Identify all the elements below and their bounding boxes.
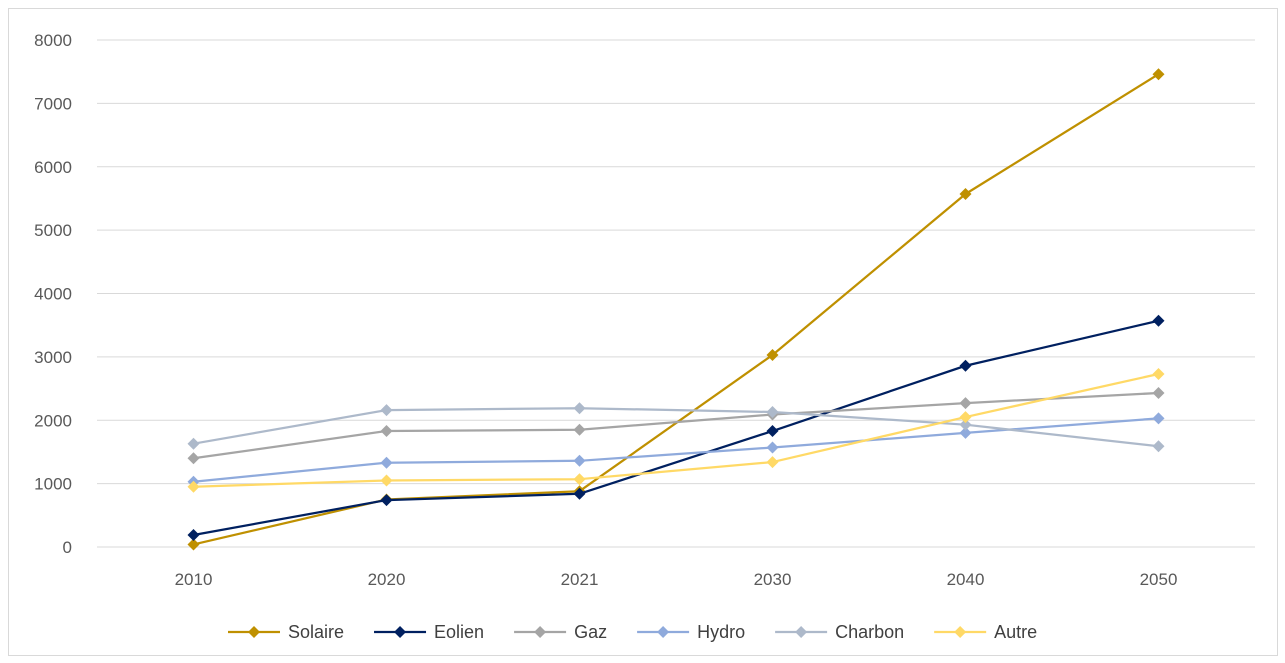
- data-point-autre: [187, 480, 200, 493]
- legend-label: Charbon: [835, 622, 904, 642]
- legend-item-gaz: Gaz: [514, 622, 607, 642]
- legend-marker: [248, 626, 260, 638]
- legend-marker: [795, 626, 808, 638]
- y-tick-label: 3000: [34, 348, 72, 367]
- data-point-hydro: [573, 454, 586, 467]
- data-point-gaz: [959, 397, 972, 410]
- series-line-hydro: [193, 417, 1159, 483]
- y-tick-label: 7000: [34, 94, 72, 113]
- legend-label: Autre: [994, 622, 1037, 642]
- x-axis: 2010 2020 2021 2030 2040 2050: [175, 570, 1178, 589]
- data-point-eolien: [766, 425, 779, 438]
- legend: Solaire Eolien Gaz Hydro Charbon Autre: [228, 622, 1037, 642]
- series-gaz: [187, 386, 1165, 465]
- y-tick-label: 6000: [34, 158, 72, 177]
- legend-marker: [657, 626, 670, 638]
- series-line-charbon: [193, 407, 1159, 448]
- legend-item-charbon: Charbon: [775, 622, 904, 642]
- x-tick-label: 2021: [561, 570, 599, 589]
- y-tick-label: 1000: [34, 475, 72, 494]
- data-point-solaire: [187, 538, 200, 551]
- data-point-eolien: [1152, 314, 1165, 327]
- legend-label: Solaire: [288, 622, 344, 642]
- x-tick-label: 2040: [947, 570, 985, 589]
- y-tick-label: 2000: [34, 411, 72, 430]
- chart-frame: [8, 8, 1278, 656]
- legend-item-hydro: Hydro: [637, 622, 745, 642]
- series-eolien: [187, 314, 1165, 541]
- data-point-autre: [766, 456, 779, 469]
- y-axis: 0 1000 2000 3000 4000 5000 6000 7000 8000: [34, 31, 72, 557]
- legend-item-solaire: Solaire: [228, 622, 344, 642]
- legend-item-autre: Autre: [934, 622, 1037, 642]
- data-point-charbon: [959, 418, 972, 431]
- data-point-solaire: [1152, 68, 1165, 81]
- legend-item-eolien: Eolien: [374, 622, 484, 642]
- data-point-charbon: [766, 406, 779, 419]
- series-line-solaire: [193, 73, 1160, 546]
- x-tick-label: 2020: [368, 570, 406, 589]
- legend-marker: [394, 626, 407, 638]
- data-point-eolien: [573, 487, 586, 500]
- x-tick-label: 2050: [1140, 570, 1178, 589]
- data-point-autre: [1152, 367, 1165, 380]
- data-point-hydro: [380, 456, 393, 469]
- legend-marker: [954, 626, 967, 638]
- data-point-charbon: [573, 402, 586, 415]
- series-line-autre: [193, 372, 1159, 488]
- data-point-gaz: [573, 423, 586, 436]
- x-tick-label: 2030: [754, 570, 792, 589]
- data-point-charbon: [380, 404, 393, 417]
- data-point-solaire: [766, 348, 779, 361]
- legend-marker: [534, 626, 547, 638]
- data-point-autre: [959, 411, 972, 424]
- series-group: [187, 68, 1165, 551]
- data-point-solaire: [959, 188, 972, 201]
- data-point-gaz: [187, 452, 200, 465]
- data-point-charbon: [187, 437, 200, 450]
- series-solaire: [187, 68, 1165, 551]
- series-line-eolien: [193, 319, 1159, 537]
- data-point-eolien: [187, 528, 200, 541]
- data-point-eolien: [959, 359, 972, 372]
- data-point-autre: [380, 474, 393, 487]
- data-point-gaz: [380, 425, 393, 438]
- series-charbon: [187, 402, 1165, 453]
- y-tick-label: 5000: [34, 221, 72, 240]
- data-point-gaz: [1152, 386, 1165, 399]
- data-point-autre: [573, 473, 586, 486]
- y-tick-label: 4000: [34, 285, 72, 304]
- data-point-eolien: [380, 494, 393, 507]
- data-point-hydro: [1152, 412, 1165, 425]
- data-point-hydro: [766, 441, 779, 454]
- series-autre: [187, 367, 1165, 493]
- legend-label: Eolien: [434, 622, 484, 642]
- legend-label: Gaz: [574, 622, 607, 642]
- x-tick-label: 2010: [175, 570, 213, 589]
- y-tick-label: 8000: [34, 31, 72, 50]
- series-line-gaz: [193, 391, 1159, 460]
- data-point-hydro: [959, 426, 972, 439]
- legend-label: Hydro: [697, 622, 745, 642]
- data-point-charbon: [1152, 440, 1165, 453]
- y-tick-label: 0: [63, 538, 72, 557]
